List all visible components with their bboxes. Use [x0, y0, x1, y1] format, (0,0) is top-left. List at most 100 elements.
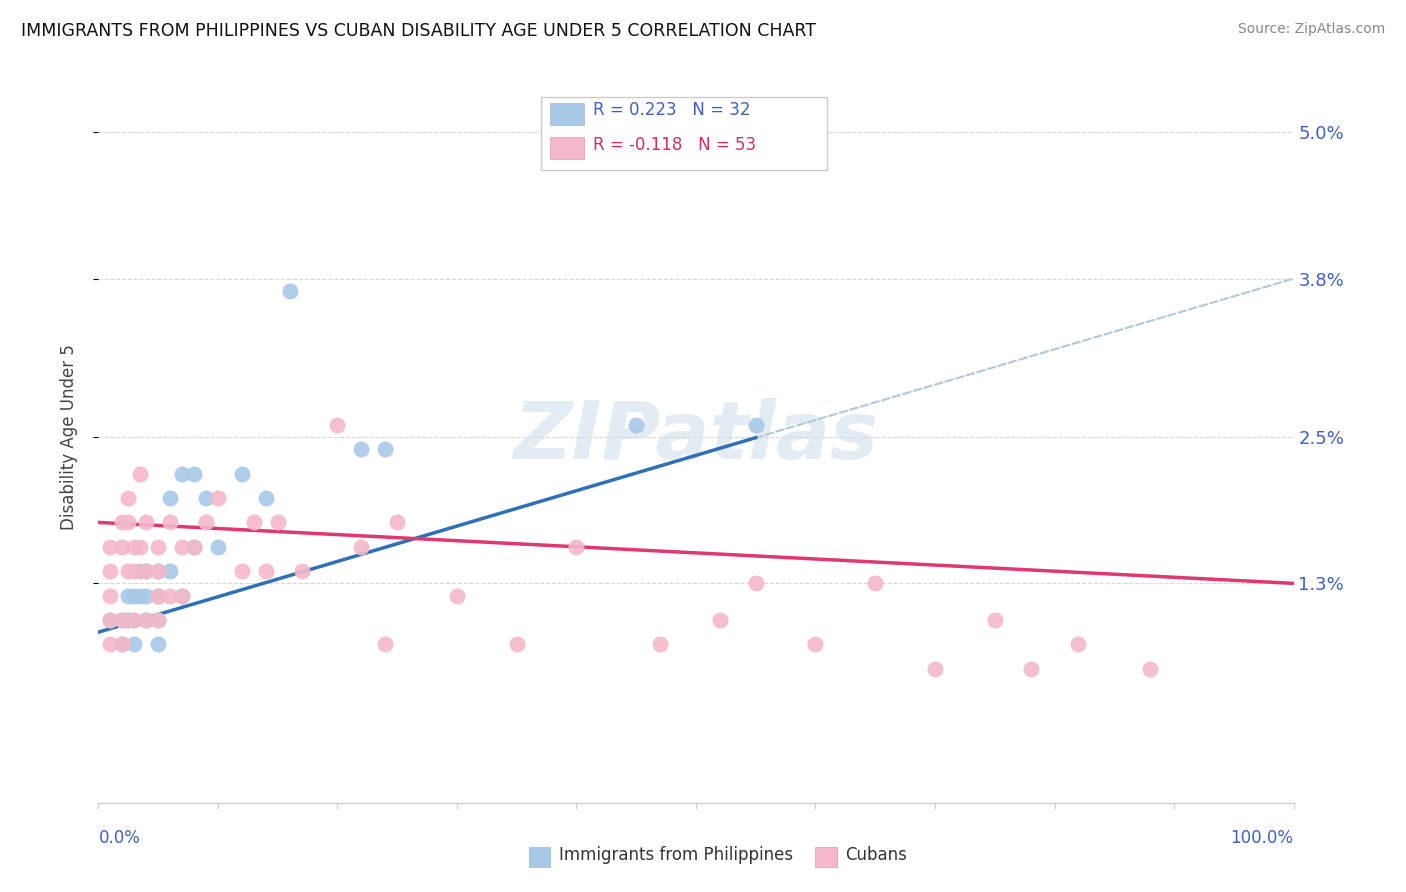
Point	[98, 589, 122, 603]
Point	[124, 613, 146, 627]
Point	[117, 589, 139, 603]
Point	[183, 540, 205, 554]
Point	[326, 417, 349, 432]
Text: R = 0.223   N = 32: R = 0.223 N = 32	[593, 101, 751, 120]
Point	[172, 589, 194, 603]
Point	[117, 564, 139, 578]
Point	[148, 540, 170, 554]
Point	[195, 491, 218, 505]
Point	[350, 442, 373, 457]
Point	[1019, 662, 1042, 676]
Point	[709, 613, 731, 627]
Point	[374, 637, 396, 651]
Point	[129, 589, 152, 603]
Text: 100.0%: 100.0%	[1230, 829, 1294, 847]
Point	[924, 662, 946, 676]
Point	[135, 564, 157, 578]
Point	[207, 540, 229, 554]
Point	[350, 540, 373, 554]
Point	[207, 491, 229, 505]
Point	[111, 613, 134, 627]
Point	[111, 637, 134, 651]
Point	[648, 637, 672, 651]
Point	[195, 516, 218, 530]
Point	[135, 589, 157, 603]
Point	[231, 564, 253, 578]
Text: Immigrants from Philippines: Immigrants from Philippines	[558, 847, 793, 864]
Point	[254, 491, 277, 505]
Point	[172, 540, 194, 554]
Point	[117, 613, 139, 627]
Point	[124, 540, 146, 554]
Point	[111, 540, 134, 554]
Point	[98, 613, 122, 627]
Text: Cubans: Cubans	[845, 847, 907, 864]
Point	[98, 637, 122, 651]
Point	[446, 589, 468, 603]
Point	[172, 589, 194, 603]
Point	[111, 516, 134, 530]
Point	[159, 589, 181, 603]
Point	[159, 516, 181, 530]
Point	[98, 613, 122, 627]
Point	[231, 467, 253, 481]
Point	[111, 637, 134, 651]
Point	[243, 516, 266, 530]
Text: R = -0.118   N = 53: R = -0.118 N = 53	[593, 136, 756, 153]
Y-axis label: Disability Age Under 5: Disability Age Under 5	[59, 344, 77, 530]
Point	[129, 540, 152, 554]
Point	[135, 564, 157, 578]
Point	[148, 613, 170, 627]
Point	[124, 564, 146, 578]
Point	[159, 491, 181, 505]
Point	[135, 613, 157, 627]
Point	[385, 516, 409, 530]
Point	[183, 467, 205, 481]
Point	[98, 540, 122, 554]
Point	[374, 442, 396, 457]
Point	[291, 564, 314, 578]
Point	[278, 284, 301, 298]
Bar	[550, 103, 583, 125]
Point	[135, 516, 157, 530]
Point	[98, 564, 122, 578]
Point	[183, 540, 205, 554]
Point	[1067, 637, 1090, 651]
Point	[172, 467, 194, 481]
Text: IMMIGRANTS FROM PHILIPPINES VS CUBAN DISABILITY AGE UNDER 5 CORRELATION CHART: IMMIGRANTS FROM PHILIPPINES VS CUBAN DIS…	[21, 22, 815, 40]
Point	[117, 491, 139, 505]
Point	[124, 613, 146, 627]
Point	[865, 576, 887, 591]
Point	[254, 564, 277, 578]
Point	[984, 613, 1007, 627]
Point	[148, 613, 170, 627]
Point	[148, 564, 170, 578]
Point	[267, 516, 290, 530]
Point	[506, 637, 529, 651]
Text: 0.0%: 0.0%	[98, 829, 141, 847]
Point	[148, 637, 170, 651]
Text: ZIPatlas: ZIPatlas	[513, 398, 879, 476]
Bar	[815, 847, 837, 867]
Point	[1139, 662, 1161, 676]
Text: Source: ZipAtlas.com: Source: ZipAtlas.com	[1237, 22, 1385, 37]
Bar	[550, 137, 583, 159]
Point	[148, 589, 170, 603]
Point	[804, 637, 827, 651]
Point	[626, 417, 648, 432]
Point	[135, 613, 157, 627]
Point	[117, 516, 139, 530]
Point	[159, 564, 181, 578]
Point	[129, 467, 152, 481]
Point	[148, 564, 170, 578]
Point	[129, 564, 152, 578]
Bar	[529, 847, 550, 867]
Point	[124, 637, 146, 651]
Point	[111, 613, 134, 627]
Point	[124, 589, 146, 603]
FancyBboxPatch shape	[541, 97, 827, 170]
Point	[745, 417, 768, 432]
Point	[565, 540, 588, 554]
Point	[745, 576, 768, 591]
Point	[148, 589, 170, 603]
